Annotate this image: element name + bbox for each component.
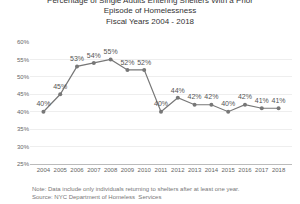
svg-text:42%: 42% [238, 93, 252, 100]
svg-text:2015: 2015 [222, 167, 236, 173]
svg-text:50%: 50% [17, 74, 30, 80]
svg-text:2013: 2013 [188, 167, 202, 173]
svg-text:2014: 2014 [205, 167, 219, 173]
svg-text:2012: 2012 [171, 167, 185, 173]
svg-text:40%: 40% [154, 100, 168, 107]
svg-text:40%: 40% [36, 100, 50, 107]
svg-text:40%: 40% [221, 100, 235, 107]
svg-text:Percentage of Single Adults En: Percentage of Single Adults Entering She… [47, 0, 253, 26]
svg-text:35%: 35% [17, 126, 30, 132]
svg-text:2011: 2011 [155, 167, 169, 173]
svg-text:42%: 42% [188, 93, 202, 100]
svg-text:2008: 2008 [104, 167, 118, 173]
svg-text:53%: 53% [70, 55, 84, 62]
svg-text:2004: 2004 [37, 167, 51, 173]
svg-text:Note: Data include only indivi: Note: Data include only individuals retu… [32, 186, 240, 200]
svg-text:40%: 40% [17, 109, 30, 115]
svg-text:54%: 54% [87, 52, 101, 59]
svg-text:2005: 2005 [54, 167, 68, 173]
svg-text:2009: 2009 [121, 167, 135, 173]
svg-text:52%: 52% [120, 59, 134, 66]
svg-text:2007: 2007 [87, 167, 101, 173]
svg-text:44%: 44% [171, 87, 185, 94]
svg-text:41%: 41% [255, 97, 269, 104]
svg-text:2016: 2016 [238, 167, 252, 173]
svg-text:45%: 45% [17, 91, 30, 97]
svg-text:55%: 55% [104, 48, 118, 55]
svg-text:60%: 60% [17, 39, 30, 45]
svg-text:25%: 25% [17, 161, 30, 167]
svg-text:2010: 2010 [138, 167, 152, 173]
svg-text:2006: 2006 [70, 167, 84, 173]
svg-text:2018: 2018 [272, 167, 286, 173]
svg-text:2017: 2017 [255, 167, 269, 173]
svg-text:41%: 41% [272, 97, 286, 104]
svg-text:55%: 55% [17, 57, 30, 63]
svg-text:45%: 45% [53, 83, 67, 90]
svg-text:30%: 30% [17, 144, 30, 150]
svg-text:42%: 42% [204, 93, 218, 100]
svg-text:52%: 52% [137, 59, 151, 66]
